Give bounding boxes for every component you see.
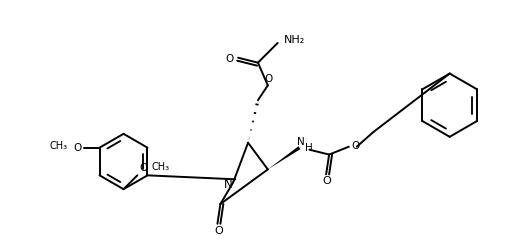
Text: O: O xyxy=(323,176,332,186)
Text: NH₂: NH₂ xyxy=(283,35,305,45)
Text: H: H xyxy=(305,143,313,153)
Text: O: O xyxy=(352,141,360,151)
Text: CH₃: CH₃ xyxy=(151,163,169,172)
Text: N: N xyxy=(297,137,304,147)
Text: N: N xyxy=(224,178,233,191)
Text: O: O xyxy=(225,54,233,64)
Polygon shape xyxy=(268,146,301,169)
Text: O: O xyxy=(265,74,273,84)
Text: O: O xyxy=(74,143,82,153)
Text: O: O xyxy=(139,163,148,173)
Text: O: O xyxy=(214,226,223,236)
Text: CH₃: CH₃ xyxy=(50,141,68,151)
